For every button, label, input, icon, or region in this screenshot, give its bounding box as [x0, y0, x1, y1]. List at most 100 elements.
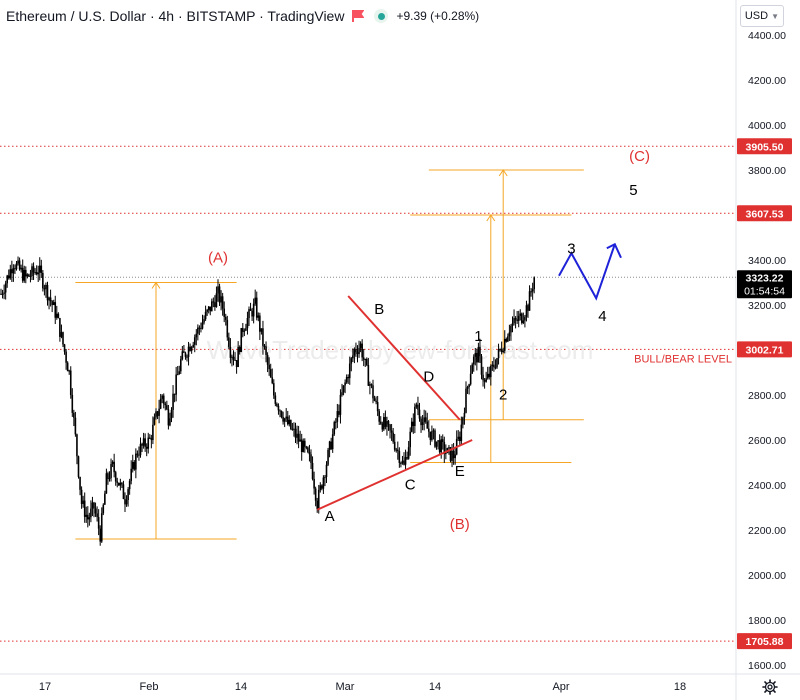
candle-body	[356, 352, 359, 355]
candle-body	[434, 430, 436, 447]
gear-icon[interactable]	[762, 679, 778, 695]
candle-body	[54, 302, 57, 318]
chart-header: Ethereum / U.S. Dollar · 4h · BITSTAMP ·…	[6, 6, 479, 26]
candle-body	[271, 377, 274, 384]
candle-body	[530, 291, 532, 293]
candle-body	[294, 428, 297, 438]
time-axis[interactable]: 17 Feb 14 Mar 14 Apr 18	[39, 681, 686, 693]
price-tick-label: 2200.00	[748, 525, 786, 537]
candle-body	[347, 377, 349, 379]
trendline[interactable]	[316, 439, 473, 511]
candle-body	[279, 410, 281, 412]
candle-body	[514, 318, 517, 320]
trendline[interactable]	[347, 295, 461, 421]
candle-body	[133, 461, 136, 470]
candle-body	[310, 454, 312, 463]
candle-body	[118, 482, 120, 486]
candle-body	[440, 439, 442, 453]
candle-body	[262, 328, 264, 346]
wave-label: D	[423, 369, 434, 386]
candle-body	[502, 350, 504, 352]
candle-body	[68, 370, 70, 372]
candle-body	[21, 267, 24, 281]
projection-line[interactable]	[558, 243, 616, 301]
candle-body	[217, 286, 219, 294]
candle-body	[173, 393, 176, 395]
candle-body	[12, 268, 15, 274]
candle-body	[386, 421, 388, 427]
candle-body	[198, 327, 201, 329]
level-price-tag	[737, 205, 792, 222]
time-tick-label: Apr	[552, 681, 569, 693]
wave-label: A	[325, 508, 335, 525]
projection-path[interactable]	[558, 242, 622, 301]
candle-body	[251, 310, 253, 317]
candle-body	[17, 260, 19, 264]
candle-body	[269, 369, 272, 378]
last-price-tag	[737, 270, 792, 299]
candle-body	[35, 272, 38, 275]
candle-body	[361, 343, 363, 358]
candle-body	[400, 462, 402, 464]
candle-body	[393, 441, 396, 450]
symbol-title[interactable]: Ethereum / U.S. Dollar · 4h · BITSTAMP ·…	[6, 8, 345, 24]
candle-body	[443, 442, 446, 455]
candle-body	[14, 268, 16, 270]
candle-body	[483, 380, 486, 382]
time-tick-label: 14	[235, 681, 247, 693]
candle-body	[128, 480, 131, 490]
candle-body	[220, 296, 222, 303]
candle-body	[288, 420, 291, 425]
candle-body	[248, 309, 250, 319]
candle-body	[228, 337, 230, 347]
flag-icon[interactable]	[352, 10, 366, 22]
candle-body	[273, 383, 275, 396]
trendlines[interactable]	[316, 295, 473, 511]
candle-body	[381, 423, 384, 430]
candle-body	[204, 311, 207, 320]
candle-body	[260, 328, 263, 332]
candle-body	[307, 447, 309, 453]
candle-body	[252, 303, 255, 317]
candle-body	[507, 336, 509, 342]
candle-body	[528, 291, 531, 311]
candle-body	[521, 313, 523, 323]
candle-body	[372, 385, 374, 399]
measurement-tools[interactable]	[75, 169, 584, 540]
candle-body	[291, 428, 294, 430]
level-note: BULL/BEAR LEVEL	[634, 353, 732, 365]
candle-body	[79, 476, 81, 490]
candle-body	[370, 384, 373, 386]
candle-body	[158, 408, 160, 416]
wave-label: B	[374, 301, 384, 318]
candle-body	[147, 437, 150, 449]
chevron-down-icon: ▼	[771, 11, 779, 21]
candle-body	[403, 460, 405, 465]
candle-body	[517, 315, 520, 321]
candle-body	[282, 416, 284, 422]
time-tick-label: Mar	[336, 681, 355, 693]
candle-body	[263, 345, 266, 347]
candle-body	[164, 403, 167, 406]
candle-body	[445, 452, 447, 455]
candle-body	[37, 272, 39, 275]
candle-body	[355, 348, 357, 353]
level-price-tag	[737, 138, 792, 155]
candle-body	[197, 327, 199, 334]
currency-button[interactable]: USD ▼	[739, 5, 784, 27]
candle-body	[477, 346, 480, 363]
candle-body	[102, 504, 105, 514]
candle-body	[493, 364, 495, 368]
candle-body	[11, 269, 13, 274]
candle-body	[25, 269, 27, 277]
candle-body	[1, 293, 4, 295]
candle-body	[480, 356, 483, 375]
candle-body	[304, 440, 306, 447]
price-candles	[0, 256, 535, 546]
price-tick-label: 3800.00	[748, 165, 786, 177]
candle-body	[317, 489, 320, 509]
candle-body	[431, 431, 433, 440]
candle-body	[297, 433, 300, 442]
candle-body	[246, 318, 249, 329]
